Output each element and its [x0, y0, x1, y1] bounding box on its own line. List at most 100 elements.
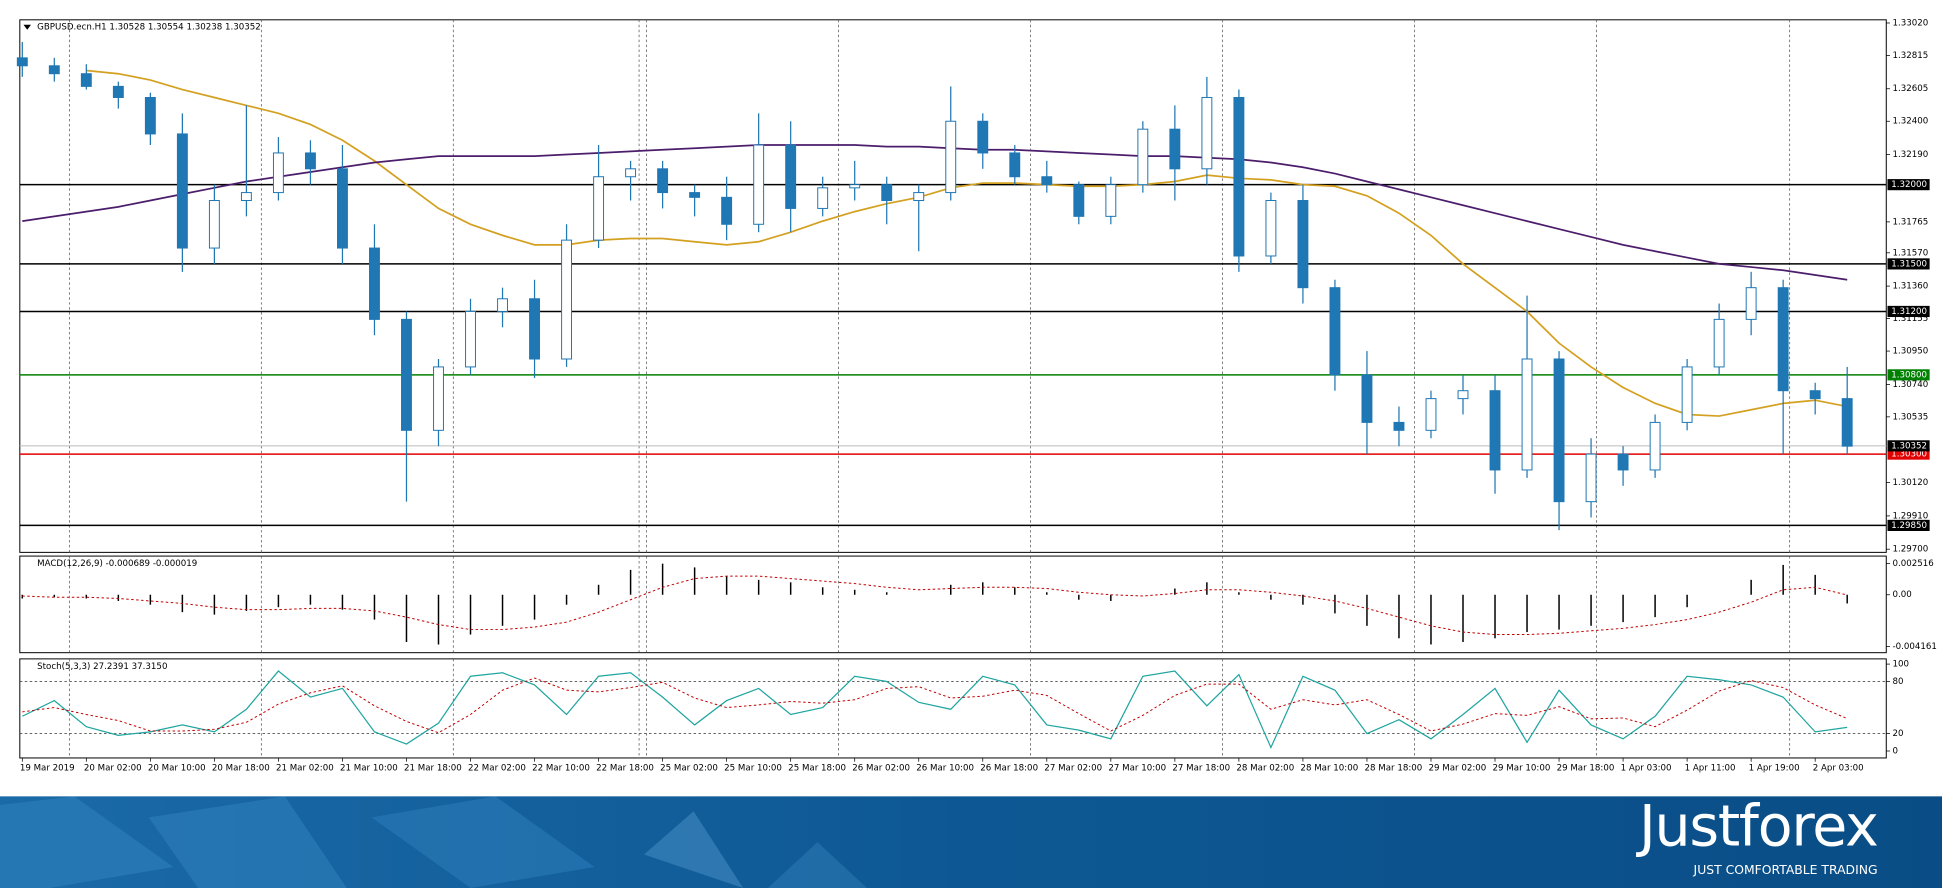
candle-body: [176, 133, 188, 249]
candle-body: [1521, 358, 1533, 471]
y-tick-label: 1.33020: [1892, 18, 1928, 28]
x-tick-label: 20 Mar 18:00: [212, 763, 270, 773]
candle-body: [753, 144, 765, 225]
banner-shape: [644, 811, 744, 888]
x-tick-label: 1 Apr 03:00: [1621, 763, 1672, 773]
y-tick-label: 0.00: [1892, 590, 1911, 600]
candle-body: [817, 187, 829, 209]
level-label-bg: [1887, 305, 1930, 318]
candle-body: [561, 239, 573, 360]
candle-body: [1393, 421, 1405, 431]
x-tick-label: 21 Mar 18:00: [404, 763, 462, 773]
candle-body: [1649, 421, 1661, 471]
x-tick-label: 19 Mar 2019: [20, 763, 75, 773]
candle-body: [16, 57, 28, 67]
banner-shape: [371, 796, 595, 888]
candle-body: [881, 184, 893, 201]
x-tick-label: 28 Mar 18:00: [1364, 763, 1422, 773]
candle-body: [1841, 398, 1853, 447]
candle-body: [208, 200, 220, 249]
y-tick-label: 1.30740: [1892, 380, 1928, 390]
moving-average: [22, 144, 1848, 281]
level-label: 1.31200: [1891, 307, 1927, 317]
title-arrow: [23, 24, 31, 30]
y-tick-label: 0.002516: [1892, 559, 1933, 569]
y-tick-label: 1.30950: [1892, 347, 1928, 357]
x-tick-label: 25 Mar 10:00: [724, 763, 782, 773]
y-tick-label: 80: [1892, 677, 1903, 687]
level-label-bg: [1887, 519, 1930, 531]
y-tick-label: 1.32400: [1892, 117, 1928, 127]
x-tick-label: 20 Mar 10:00: [148, 763, 206, 773]
x-tick-label: 22 Mar 02:00: [468, 763, 526, 773]
candle-body: [465, 310, 476, 368]
candle-body: [1009, 152, 1021, 178]
y-tick-label: 1.31360: [1892, 282, 1928, 292]
stoch-k: [22, 670, 1848, 750]
candle-body: [1297, 200, 1309, 289]
candle-body: [1137, 128, 1149, 186]
y-tick-label: 1.32605: [1892, 84, 1928, 94]
y-tick-label: 1.29700: [1892, 545, 1928, 555]
candle-body: [1361, 374, 1373, 423]
panel-title: Stoch(5,3,3) 27.2391 37.3150: [37, 662, 167, 672]
x-tick-label: 22 Mar 10:00: [532, 763, 590, 773]
banner-bg: [0, 796, 1942, 888]
y-tick-label: 20: [1892, 729, 1903, 739]
y-tick-label: 1.32815: [1892, 51, 1928, 61]
level-label: 1.30300: [1891, 450, 1927, 460]
candle-body: [240, 192, 252, 201]
candle-body: [529, 298, 540, 360]
candle-body: [849, 184, 861, 189]
candle-body: [913, 192, 925, 201]
candle-body: [1489, 390, 1501, 471]
candle-body: [497, 298, 508, 312]
candle-body: [1265, 200, 1277, 257]
candle-body: [1169, 128, 1181, 170]
level-label: 1.29850: [1891, 521, 1927, 531]
candle-body: [625, 168, 637, 178]
x-tick-label: 28 Mar 10:00: [1300, 763, 1358, 773]
candle-body: [1457, 390, 1469, 400]
candle-body: [945, 120, 957, 194]
candle-body: [1329, 287, 1341, 376]
x-tick-label: 28 Mar 02:00: [1236, 763, 1294, 773]
panel-title: GBPUSD.ecn.H1 1.30528 1.30554 1.30238 1.…: [37, 23, 261, 33]
macd-signal: [22, 575, 1848, 636]
candle-body: [1553, 358, 1565, 503]
panel-frame: [19, 555, 1887, 654]
candle-body: [1233, 96, 1245, 257]
level-label: 1.30800: [1891, 370, 1927, 380]
candle-body: [1425, 398, 1437, 431]
candle-body: [1073, 184, 1085, 217]
x-tick-label: 26 Mar 02:00: [852, 763, 910, 773]
candle-body: [1681, 366, 1693, 423]
y-tick-label: 100: [1892, 660, 1909, 670]
candle-body: [1809, 390, 1821, 400]
x-tick-label: 29 Mar 02:00: [1429, 763, 1487, 773]
candle-body: [785, 144, 797, 209]
banner-shape: [0, 796, 174, 888]
panel-title: MACD(12,26,9) -0.000689 -0.000019: [37, 559, 197, 569]
x-tick-label: 25 Mar 02:00: [660, 763, 718, 773]
x-tick-label: 22 Mar 18:00: [596, 763, 654, 773]
candle-body: [1617, 453, 1629, 471]
candle-body: [689, 192, 701, 198]
x-tick-label: 2 Apr 03:00: [1813, 763, 1864, 773]
x-tick-label: 21 Mar 10:00: [340, 763, 398, 773]
candle-body: [401, 318, 412, 431]
x-tick-label: 29 Mar 10:00: [1493, 763, 1551, 773]
level-label: 1.32000: [1891, 180, 1927, 190]
y-tick-label: 1.30535: [1892, 412, 1928, 422]
candle-body: [80, 73, 92, 87]
y-tick-label: 0: [1892, 747, 1898, 757]
x-tick-label: 27 Mar 10:00: [1108, 763, 1166, 773]
brand: Justforex: [1636, 793, 1878, 859]
candle-body: [1585, 453, 1597, 503]
y-tick-label: 1.29910: [1892, 511, 1928, 521]
candle-body: [112, 85, 124, 98]
y-tick-label: 1.31570: [1892, 248, 1928, 258]
x-tick-label: 27 Mar 18:00: [1172, 763, 1230, 773]
